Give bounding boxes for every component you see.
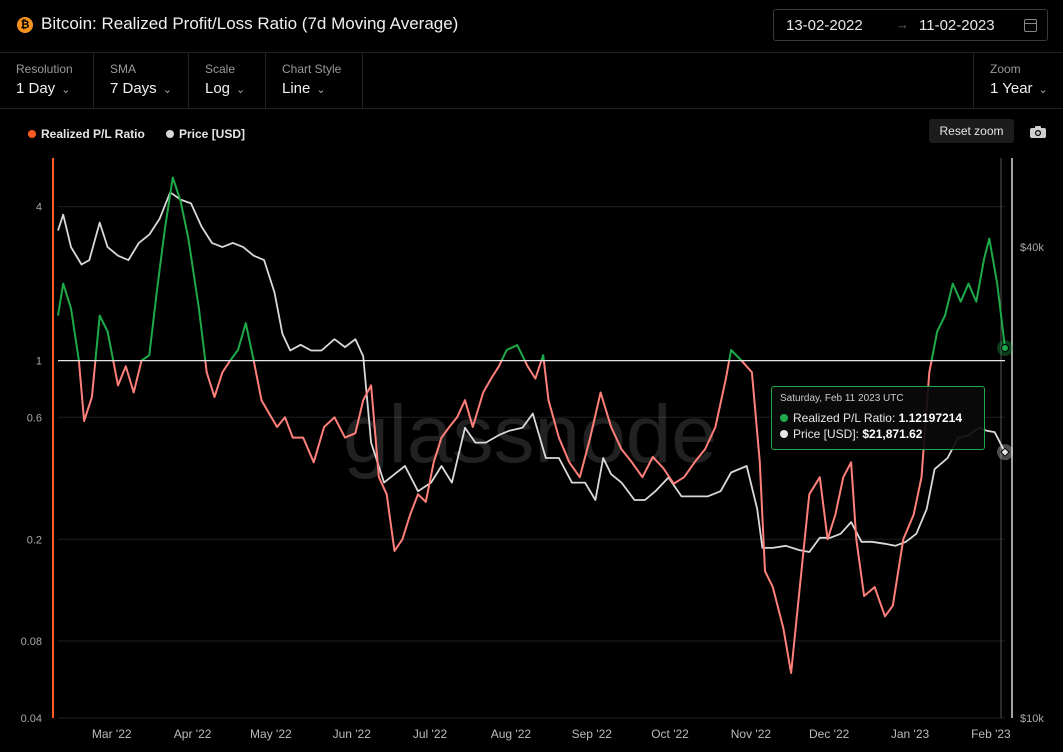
zoom-label: Zoom bbox=[990, 62, 1021, 76]
x-tick-label: Sep '22 bbox=[572, 727, 613, 741]
sma-label: SMA bbox=[110, 62, 137, 76]
calendar-icon[interactable] bbox=[1024, 19, 1037, 32]
resolution-select[interactable]: Resolution 1 Day ⌄ bbox=[0, 52, 94, 108]
chevron-down-icon: ⌄ bbox=[236, 84, 246, 96]
x-tick-label: Nov '22 bbox=[731, 727, 772, 741]
right-y-ticks: $40k $10k bbox=[1020, 242, 1044, 725]
chart-style-label: Chart Style bbox=[282, 62, 342, 76]
hover-markers bbox=[997, 340, 1013, 461]
date-range-picker[interactable]: 13-02-2022 → 11-02-2023 bbox=[773, 9, 1048, 41]
chart-header: ₿ Bitcoin: Realized Profit/Loss Ratio (7… bbox=[0, 0, 1063, 53]
chevron-down-icon: ⌄ bbox=[1038, 84, 1048, 96]
zoom-value[interactable]: 1 Year ⌄ bbox=[990, 80, 1048, 97]
controls-bar: Resolution 1 Day ⌄ SMA 7 Days ⌄ Scale Log ⌄… bbox=[0, 52, 1063, 109]
tooltip-price-row: Price [USD]: $21,871.62 bbox=[780, 427, 922, 441]
ratio-series-line-below bbox=[77, 360, 933, 674]
page-title: Bitcoin: Realized Profit/Loss Ratio (7d … bbox=[41, 14, 459, 33]
right-tick-label: $10k bbox=[1020, 713, 1044, 725]
right-tick-label: $40k bbox=[1020, 242, 1044, 254]
x-tick-label: Dec '22 bbox=[809, 727, 850, 741]
x-tick-label: May '22 bbox=[250, 727, 292, 741]
hover-tooltip: Saturday, Feb 11 2023 UTC Realized P/L R… bbox=[771, 386, 985, 450]
chart-style-select[interactable]: Chart Style Line ⌄ bbox=[266, 52, 363, 108]
reset-zoom-button[interactable]: Reset zoom bbox=[929, 119, 1014, 143]
camera-icon[interactable] bbox=[1030, 126, 1046, 138]
price-series-line bbox=[57, 191, 1006, 553]
left-tick-label: 4 bbox=[36, 202, 42, 214]
date-start-input[interactable]: 13-02-2022 bbox=[786, 17, 863, 34]
ratio-series-line-above bbox=[57, 176, 1006, 361]
x-tick-label: Mar '22 bbox=[92, 727, 132, 741]
ratio-marker bbox=[1001, 344, 1009, 353]
x-tick-label: Jun '22 bbox=[333, 727, 372, 741]
chevron-down-icon: ⌄ bbox=[61, 84, 71, 96]
resolution-value[interactable]: 1 Day ⌄ bbox=[16, 80, 71, 97]
x-ticks: Mar '22 Apr '22 May '22 Jun '22 Jul '22 Aug '… bbox=[92, 727, 1011, 741]
left-tick-label: 0.2 bbox=[27, 534, 42, 546]
chevron-down-icon: ⌄ bbox=[316, 84, 326, 96]
tooltip-ratio-value: 1.12197214 bbox=[898, 411, 963, 425]
chevron-down-icon: ⌄ bbox=[162, 84, 172, 96]
scale-value[interactable]: Log ⌄ bbox=[205, 80, 246, 97]
x-tick-label: Oct '22 bbox=[651, 727, 689, 741]
legend-item-ratio[interactable]: Realized P/L Ratio bbox=[28, 127, 145, 141]
x-tick-label: Jan '23 bbox=[891, 727, 930, 741]
left-tick-label: 0.6 bbox=[27, 412, 42, 424]
zoom-select[interactable]: Zoom 1 Year ⌄ bbox=[973, 52, 1063, 108]
scale-label: Scale bbox=[205, 62, 236, 76]
tooltip-price-dot bbox=[780, 430, 788, 438]
left-y-ticks: 4 1 0.6 0.2 0.08 0.04 bbox=[21, 202, 42, 725]
bitcoin-icon: ₿ bbox=[17, 17, 33, 33]
left-tick-label: 0.04 bbox=[21, 713, 42, 725]
left-tick-label: 0.08 bbox=[21, 636, 42, 648]
left-tick-label: 1 bbox=[36, 356, 42, 368]
x-tick-label: Aug '22 bbox=[491, 727, 532, 741]
legend-dot bbox=[166, 130, 174, 138]
tooltip-ratio-dot bbox=[780, 414, 788, 422]
price-marker bbox=[1000, 447, 1010, 457]
watermark: glassnode bbox=[343, 389, 717, 480]
sma-value[interactable]: 7 Days ⌄ bbox=[110, 80, 172, 97]
sma-select[interactable]: SMA 7 Days ⌄ bbox=[94, 52, 189, 108]
legend-dot bbox=[28, 130, 36, 138]
tooltip-ratio-row: Realized P/L Ratio: 1.12197214 bbox=[780, 411, 962, 425]
chart-style-value[interactable]: Line ⌄ bbox=[282, 80, 326, 97]
x-tick-label: Feb '23 bbox=[971, 727, 1011, 741]
tooltip-date: Saturday, Feb 11 2023 UTC bbox=[780, 393, 904, 404]
resolution-label: Resolution bbox=[16, 62, 73, 76]
x-tick-label: Apr '22 bbox=[174, 727, 212, 741]
legend-item-price[interactable]: Price [USD] bbox=[166, 127, 245, 141]
x-tick-label: Jul '22 bbox=[413, 727, 448, 741]
tooltip-price-value: $21,871.62 bbox=[862, 427, 923, 441]
series bbox=[57, 176, 1006, 674]
arrow-right-icon: → bbox=[896, 17, 909, 32]
date-end-input[interactable]: 11-02-2023 bbox=[919, 17, 995, 34]
scale-select[interactable]: Scale Log ⌄ bbox=[189, 52, 266, 108]
